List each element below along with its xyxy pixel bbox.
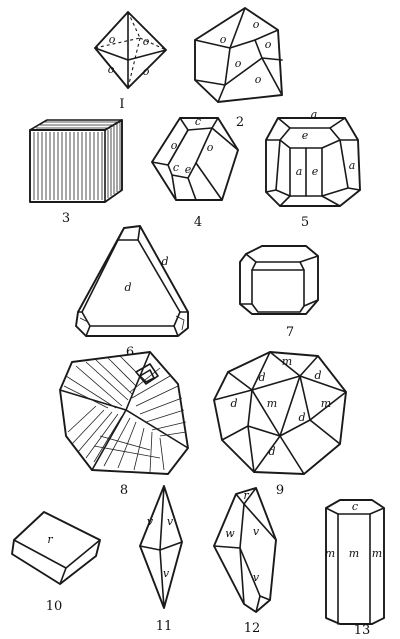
figure-13-face-label: m [325,547,335,560]
figure-3-number: 3 [62,211,70,226]
figure-2-face-label: o [253,18,260,31]
figure-12-number: 12 [244,621,261,636]
figure-8-number: 8 [120,483,128,498]
figure-3-striated-cube: 3 [29,119,123,226]
figure-1-number: I [119,97,124,112]
figure-1-octahedron: o o o o I [94,11,167,112]
figure-10-face-label: r [47,533,53,546]
figure-4-face-label: o [171,139,178,152]
figure-12-face-label: v [253,571,260,584]
figure-5-truncated-cube: a e a e a 5 [265,108,361,230]
figure-6-tetrahedron: d d 6 [75,225,189,360]
figure-2-number: 2 [236,115,244,130]
figure-9-number: 9 [276,483,284,498]
figure-11-number: 11 [156,619,173,634]
figure-9-face-label: d [230,397,237,410]
figure-13-face-label: m [372,547,382,560]
figure-12-face-label: r [243,489,249,502]
figure-1-face-label: o [143,35,150,48]
figure-4-face-label: e [185,163,192,176]
figure-9-face-label: d [314,369,321,382]
figure-7-number: 7 [286,325,294,340]
figure-12-face-label: v [253,525,260,538]
figure-2-face-label: o [255,73,262,86]
figure-12-face-label: w [225,527,235,540]
figure-7-truncated-cube: 7 [239,245,319,340]
figure-1-face-label: o [108,63,115,76]
figure-2-face-label: o [220,33,227,46]
figure-10-rhombohedron: r 10 [11,511,101,614]
figure-10-number: 10 [46,599,63,614]
figure-11-face-label: v [147,515,154,528]
figure-11-face-label: v [167,515,174,528]
figure-2-face-label: o [265,38,272,51]
figure-9-face-label: d [298,411,305,424]
figure-4-face-label: c [195,115,201,128]
figure-5-face-label: e [302,129,309,142]
figure-9-face-label: d [268,445,275,458]
figure-2-face-label: o [235,57,242,70]
figure-11-face-label: v [163,567,170,580]
figure-9-combination-crystal: m d d m m d d d 9 [213,351,347,498]
figure-13-face-label: m [349,547,359,560]
figure-1-face-label: o [109,33,116,46]
figure-5-number: 5 [301,215,309,230]
figure-5-face-label: a [349,159,356,172]
figure-5-face-label: a [296,165,303,178]
figure-13-hexagonal-prism: c m m m 13 [325,499,385,638]
figure-9-face-label: d [258,371,265,384]
figure-9-face-label: m [282,355,292,368]
figure-5-face-label: a [311,108,318,121]
figure-9-face-label: m [321,397,331,410]
figure-4-combination-crystal: c o o c e 4 [151,115,239,230]
figure-9-face-label: m [267,397,277,410]
figure-2-distorted-octahedron: o o o o o 2 [194,7,283,130]
figure-8-striated-crystal: 8 [59,351,189,498]
figure-12-scalenohedron-combination: r w v v 12 [213,487,277,636]
figure-6-face-label: d [124,281,131,294]
figure-1-face-label: o [143,65,150,78]
figure-6-face-label: d [161,255,168,268]
figure-4-face-label: o [207,141,214,154]
figure-11-scalenohedron: v v v 11 [139,485,183,634]
figure-5-face-label: e [312,165,319,178]
figure-6-number: 6 [126,345,134,360]
figure-4-number: 4 [194,215,202,230]
figure-4-face-label: c [173,161,179,174]
figure-13-face-label: c [352,500,358,513]
figure-13-number: 13 [354,623,371,638]
